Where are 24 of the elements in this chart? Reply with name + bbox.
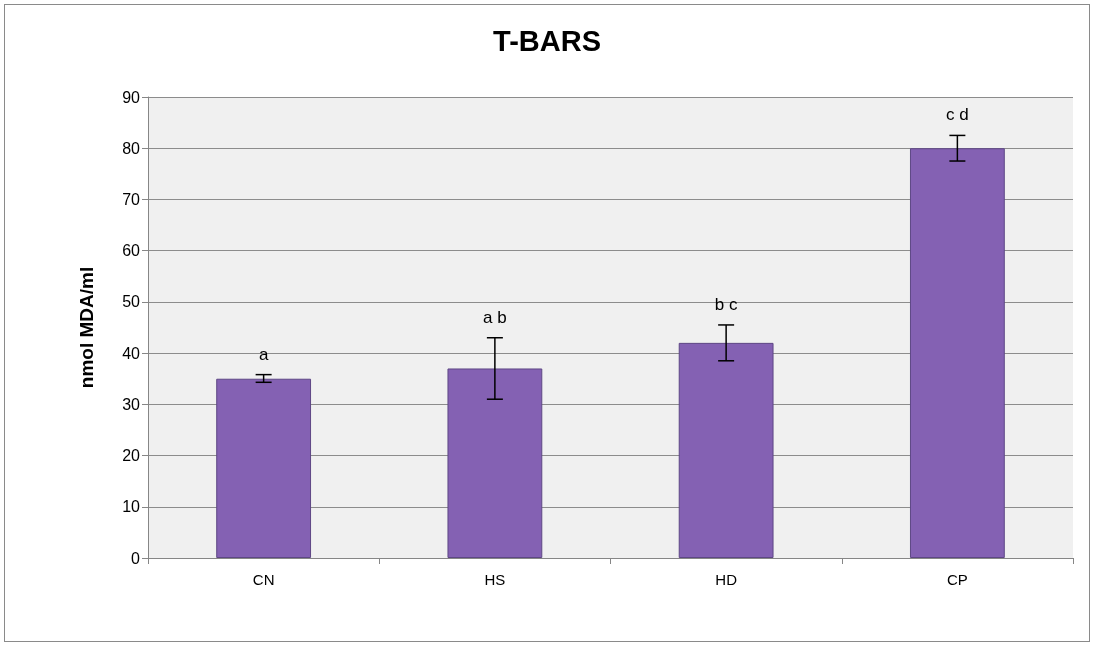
y-tick-label: 0 [131,549,141,567]
x-tick-label: CN [252,571,275,588]
annotation: a [258,344,269,364]
y-tick-label: 70 [122,190,141,208]
y-tick-label: 60 [122,242,141,260]
y-tick-label: 90 [122,88,141,106]
annotation: b c [714,294,738,314]
y-tick-label: 50 [122,293,141,311]
bar [909,148,1005,558]
bar [447,368,543,558]
y-tick-label: 20 [122,447,141,465]
x-tick-label: HS [484,571,506,588]
bar [216,378,312,558]
y-tick-label: 80 [122,139,141,157]
annotation: a b [483,307,507,327]
bar [678,342,774,558]
y-axis-title: nmol MDA/ml [76,266,97,389]
y-tick-label: 10 [122,498,141,516]
y-tick-label: 40 [122,344,141,362]
x-tick-label: HD [715,571,738,588]
chart-title: T-BARS [493,24,601,57]
y-tick-label: 30 [122,395,141,413]
annotation: c d [946,105,969,125]
x-tick-label: CP [946,571,968,588]
